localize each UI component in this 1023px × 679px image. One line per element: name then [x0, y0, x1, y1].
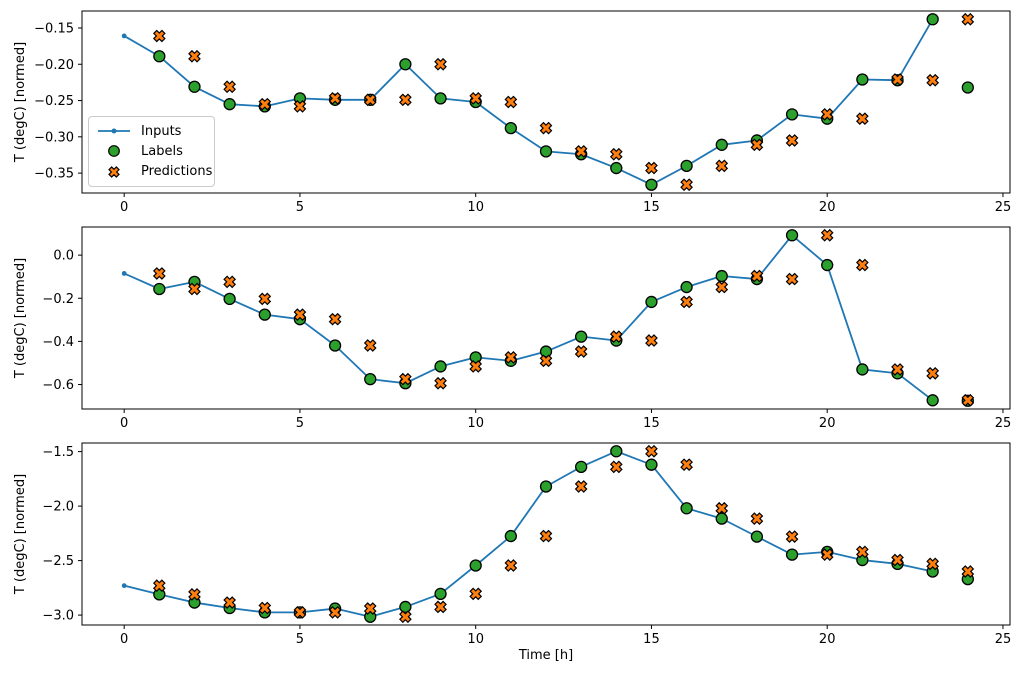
svg-text:20: 20: [819, 200, 836, 215]
svg-text:0: 0: [120, 416, 128, 431]
svg-text:−0.35: −0.35: [34, 167, 74, 182]
legend: Inputs Labels Predictions: [88, 116, 215, 187]
svg-text:−0.25: −0.25: [34, 94, 74, 109]
svg-text:0: 0: [120, 632, 128, 647]
svg-text:10: 10: [467, 632, 484, 647]
subplot-1: 0 5 10 15 20 25 −0.15 −0.20 −0.25 −0.30 −0.35: [34, 10, 1012, 215]
svg-text:5: 5: [296, 416, 304, 431]
svg-text:−0.20: −0.20: [34, 58, 74, 73]
svg-text:20: 20: [819, 632, 836, 647]
inputs-line-icon: [96, 124, 132, 138]
svg-text:5: 5: [296, 200, 304, 215]
subplot-3: 0 5 10 15 20 25 −1.5 −2.0 −2.5 −3.0: [42, 442, 1012, 647]
svg-text:−0.15: −0.15: [34, 21, 74, 36]
legend-label-predictions: Predictions: [141, 164, 213, 180]
inputs-dot-swatch: [111, 128, 117, 134]
legend-item-predictions: Predictions: [96, 162, 212, 182]
predictions-x-swatch: [108, 165, 120, 178]
svg-text:10: 10: [467, 416, 484, 431]
svg-text:15: 15: [643, 416, 660, 431]
y-axis-label-1: T (degC) [normed]: [13, 41, 28, 163]
svg-text:0.0: 0.0: [53, 249, 74, 264]
svg-text:−0.4: −0.4: [42, 335, 74, 350]
legend-item-labels: Labels: [96, 141, 208, 161]
svg-text:−3.0: −3.0: [42, 609, 74, 624]
svg-text:15: 15: [643, 632, 660, 647]
labels-marker-icon: [96, 144, 132, 158]
svg-text:0: 0: [120, 200, 128, 215]
svg-text:5: 5: [296, 632, 304, 647]
svg-text:−0.2: −0.2: [42, 292, 74, 307]
x-axis-label: Time [h]: [518, 648, 574, 663]
legend-label-labels: Labels: [141, 143, 183, 159]
subplot-2: 0 5 10 15 20 25 0.0 −0.2 −0.4 −0.6: [42, 226, 1012, 431]
svg-text:25: 25: [995, 200, 1012, 215]
y-axis-label-2: T (degC) [normed]: [13, 257, 28, 379]
svg-text:−0.30: −0.30: [34, 130, 74, 145]
predictions-marker-icon: [96, 165, 132, 179]
svg-text:20: 20: [819, 416, 836, 431]
svg-text:25: 25: [995, 632, 1012, 647]
svg-text:25: 25: [995, 416, 1012, 431]
svg-text:−1.5: −1.5: [42, 445, 74, 460]
svg-text:−2.5: −2.5: [42, 554, 74, 569]
svg-text:−0.6: −0.6: [42, 378, 74, 393]
svg-text:15: 15: [643, 200, 660, 215]
svg-text:10: 10: [467, 200, 484, 215]
y-axis-label-3: T (degC) [normed]: [13, 473, 28, 595]
labels-circle-swatch: [108, 145, 120, 158]
legend-label-inputs: Inputs: [141, 123, 182, 139]
svg-text:−2.0: −2.0: [42, 500, 74, 515]
legend-item-inputs: Inputs: [96, 121, 208, 141]
